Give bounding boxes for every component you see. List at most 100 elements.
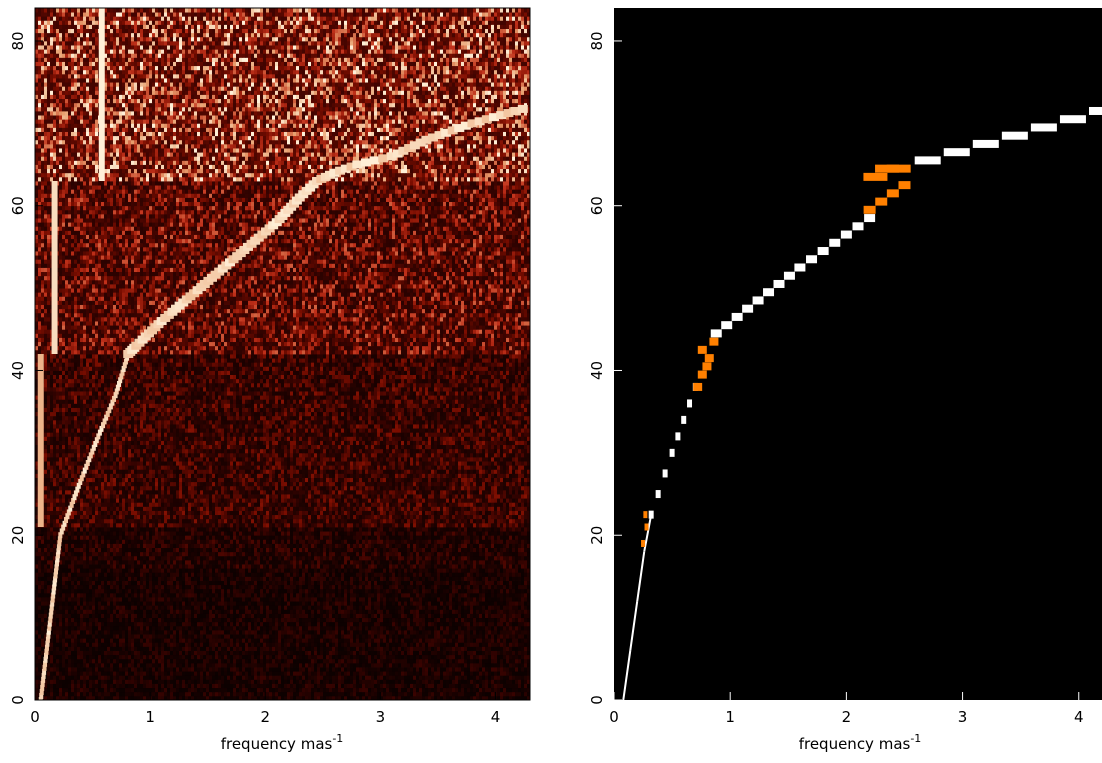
heatmap-cell (476, 642, 479, 647)
heatmap-cell (362, 626, 365, 631)
heatmap-cell (521, 688, 524, 693)
heatmap-cell (302, 646, 305, 651)
heatmap-cell (122, 601, 125, 606)
heatmap-cell (314, 589, 317, 594)
heatmap-cell (158, 692, 161, 697)
heatmap-cell (236, 638, 239, 643)
heatmap-cell (293, 638, 296, 643)
heatmap-cell (122, 675, 125, 680)
heatmap-cell (446, 646, 449, 651)
heatmap-cell (332, 667, 335, 672)
heatmap-cell (368, 601, 371, 606)
heatmap-cell (524, 655, 527, 660)
heatmap-cell (389, 642, 392, 647)
heatmap-cell (338, 638, 341, 643)
heatmap-cell (506, 634, 509, 639)
heatmap-cell (497, 609, 500, 614)
heatmap-cell (482, 642, 485, 647)
heatmap-cell (401, 593, 404, 598)
heatmap-cell (437, 622, 440, 627)
heatmap-cell (158, 609, 161, 614)
heatmap-cell (380, 663, 383, 668)
heatmap-cell (515, 630, 518, 635)
heatmap-cell (137, 593, 140, 598)
heatmap-cell (137, 589, 140, 594)
heatmap-cell (176, 655, 179, 660)
heatmap-cell (446, 675, 449, 680)
heatmap-cell (104, 667, 107, 672)
heatmap-cell (482, 605, 485, 610)
heatmap-cell (392, 679, 395, 684)
heatmap-cell (314, 605, 317, 610)
heatmap-cell (62, 655, 65, 660)
heatmap-cell (35, 646, 38, 651)
heatmap-cell (488, 663, 491, 668)
heatmap-cell (515, 597, 518, 602)
heatmap-cell (59, 651, 62, 656)
heatmap-cell (125, 589, 128, 594)
heatmap-cell (173, 626, 176, 631)
heatmap-cell (77, 634, 80, 639)
heatmap-cell (206, 614, 209, 619)
heatmap-cell (47, 688, 50, 693)
heatmap-cell (374, 630, 377, 635)
heatmap-cell (305, 679, 308, 684)
heatmap-cell (422, 655, 425, 660)
heatmap-cell (488, 614, 491, 619)
heatmap-cell (320, 675, 323, 680)
heatmap-cell (170, 626, 173, 631)
heatmap-cell (473, 589, 476, 594)
heatmap-cell (278, 692, 281, 697)
heatmap-cell (164, 618, 167, 623)
heatmap-cell (413, 679, 416, 684)
heatmap-cell (59, 671, 62, 676)
heatmap-cell (458, 655, 461, 660)
heatmap-cell (356, 634, 359, 639)
heatmap-cell (140, 684, 143, 689)
heatmap-cell (134, 675, 137, 680)
heatmap-cell (353, 634, 356, 639)
heatmap-cell (218, 684, 221, 689)
heatmap-cell (488, 642, 491, 647)
heatmap-cell (488, 688, 491, 693)
heatmap-cell (143, 601, 146, 606)
heatmap-cell (383, 618, 386, 623)
heatmap-cell (197, 646, 200, 651)
heatmap-cell (230, 679, 233, 684)
heatmap-cell (488, 593, 491, 598)
heatmap-cell (350, 626, 353, 631)
heatmap-cell (476, 622, 479, 627)
heatmap-cell (278, 618, 281, 623)
heatmap-cell (338, 671, 341, 676)
heatmap-cell (383, 642, 386, 647)
heatmap-cell (41, 626, 44, 631)
heatmap-cell (461, 651, 464, 656)
heatmap-cell (455, 688, 458, 693)
heatmap-cell (125, 679, 128, 684)
heatmap-cell (251, 688, 254, 693)
heatmap-cell (356, 589, 359, 594)
heatmap-cell (500, 593, 503, 598)
heatmap-cell (329, 692, 332, 697)
heatmap-cell (206, 692, 209, 697)
heatmap-cell (467, 655, 470, 660)
heatmap-cell (44, 618, 47, 623)
heatmap-cell (197, 626, 200, 631)
heatmap-cell (299, 659, 302, 664)
heatmap-cell (260, 646, 263, 651)
heatmap-cell (155, 593, 158, 598)
heatmap-cell (311, 634, 314, 639)
heatmap-cell (218, 638, 221, 643)
heatmap-cell (158, 626, 161, 631)
heatmap-cell (293, 646, 296, 651)
heatmap-cell (122, 651, 125, 656)
heatmap-cell (326, 609, 329, 614)
heatmap-cell (488, 609, 491, 614)
heatmap-cell (116, 634, 119, 639)
heatmap-cell (299, 630, 302, 635)
heatmap-cell (242, 688, 245, 693)
heatmap-cell (158, 605, 161, 610)
heatmap-cell (188, 630, 191, 635)
heatmap-cell (365, 597, 368, 602)
heatmap-cell (209, 688, 212, 693)
